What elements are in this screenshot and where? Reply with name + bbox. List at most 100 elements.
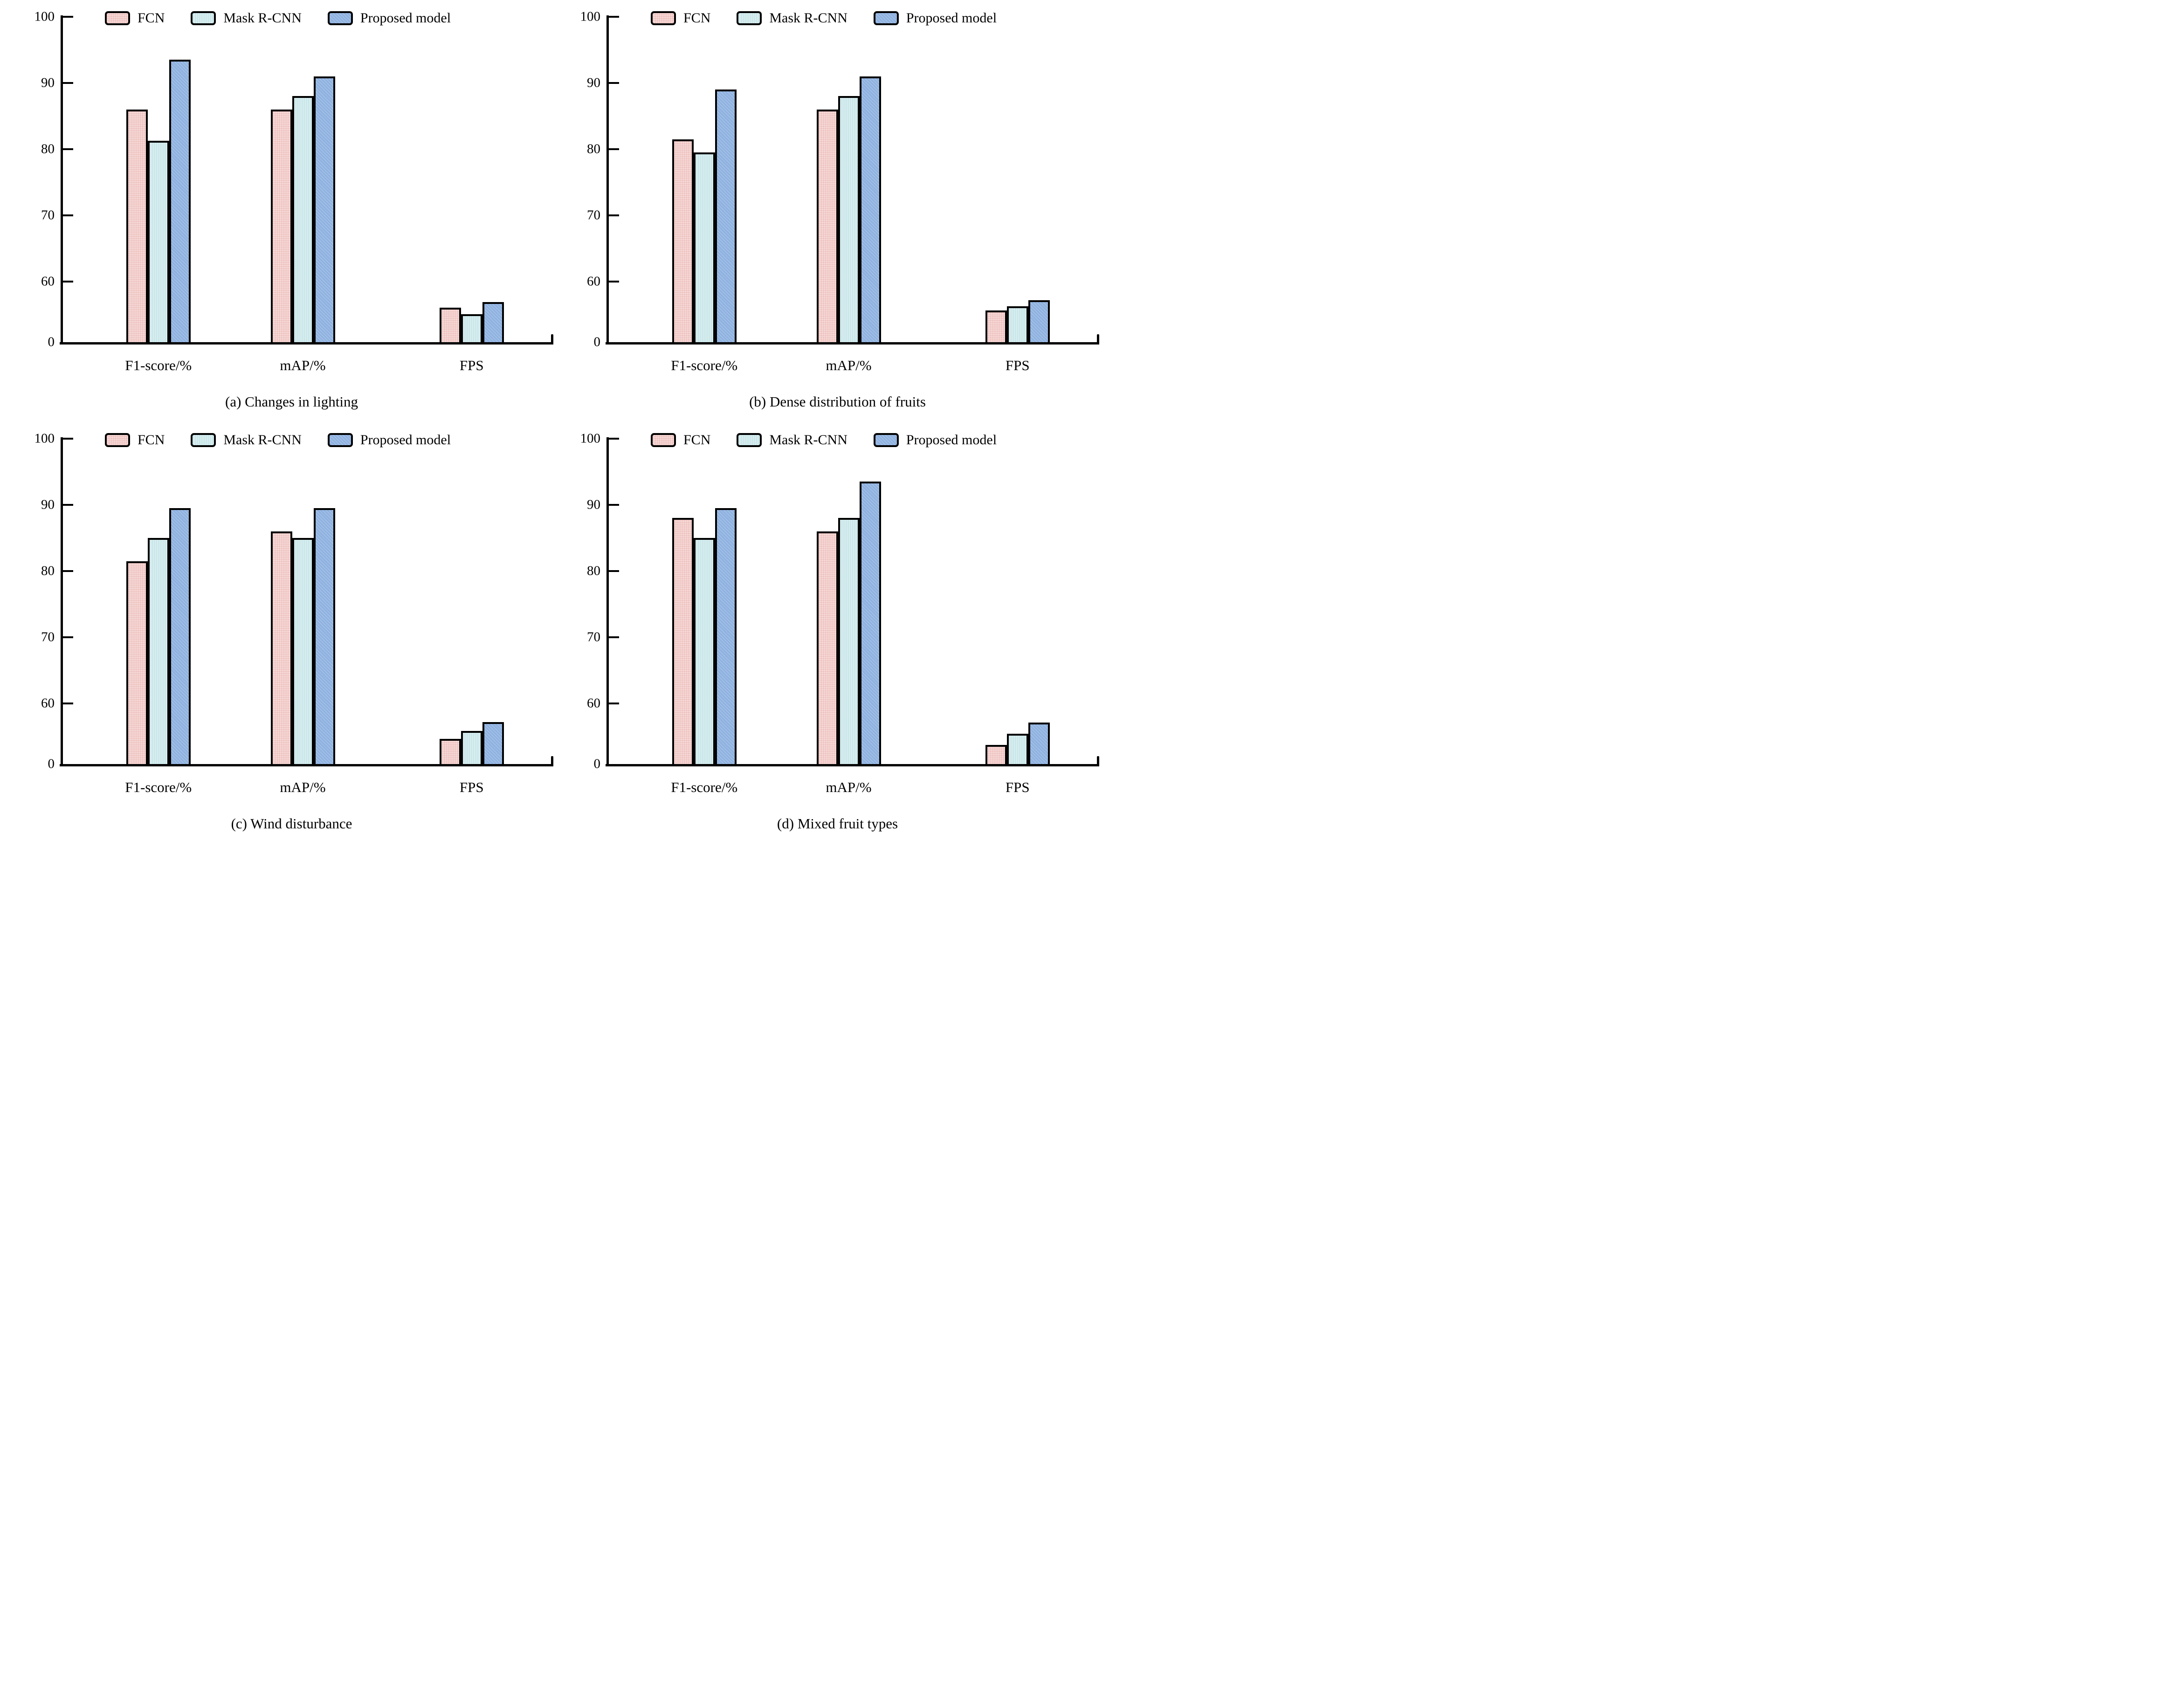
chart-panel-b: FCN Mask R-CNN Proposed model 0 60 70 80 90 100… bbox=[565, 7, 1110, 429]
bar-prop-f1-score bbox=[169, 508, 191, 764]
legend-item-mask: Mask R-CNN bbox=[737, 10, 847, 26]
bar-fcn-map bbox=[816, 109, 838, 342]
legend-swatch-icon bbox=[651, 433, 676, 447]
legend: FCN Mask R-CNN Proposed model bbox=[105, 10, 451, 26]
legend-swatch-icon bbox=[191, 11, 216, 25]
y-axis-tick bbox=[63, 148, 73, 150]
bar-fcn-map bbox=[270, 109, 292, 342]
x-axis-line bbox=[606, 342, 1099, 344]
y-tick-label: 0 bbox=[48, 334, 55, 350]
legend-swatch-icon bbox=[737, 433, 762, 447]
panel-caption: (d) Mixed fruit types bbox=[777, 815, 898, 832]
legend-label: Mask R-CNN bbox=[223, 432, 302, 448]
bar-mask-fps bbox=[461, 730, 482, 764]
x-axis-end-tick bbox=[551, 334, 553, 343]
plot-area: 0 60 70 80 90 100 F1-score/% mAP/% FPS bbox=[34, 10, 553, 373]
legend: FCN Mask R-CNN Proposed model bbox=[105, 432, 451, 448]
y-axis-tick bbox=[63, 703, 73, 704]
y-axis-tick bbox=[63, 504, 73, 506]
bar-chart-figure: FCN Mask R-CNN Proposed model 0 60 70 80 90 100… bbox=[0, 0, 1099, 844]
legend-swatch-icon bbox=[651, 11, 676, 25]
legend-item-mask: Mask R-CNN bbox=[191, 10, 302, 26]
y-tick-label: 80 bbox=[587, 563, 600, 579]
legend: FCN Mask R-CNN Proposed model bbox=[651, 432, 997, 448]
x-category-label: mAP/% bbox=[280, 357, 326, 373]
x-category-label: mAP/% bbox=[280, 779, 326, 795]
legend-swatch-icon bbox=[327, 11, 353, 25]
bar-mask-map bbox=[838, 518, 860, 764]
x-category-label: FPS bbox=[459, 357, 484, 373]
y-axis-tick bbox=[609, 438, 619, 440]
legend-item-mask: Mask R-CNN bbox=[191, 432, 302, 448]
legend-item-prop: Proposed model bbox=[327, 10, 451, 26]
y-axis-tick bbox=[63, 82, 73, 84]
bar-prop-f1-score bbox=[715, 90, 737, 342]
x-category-label: mAP/% bbox=[826, 357, 872, 373]
bar-fcn-fps bbox=[439, 308, 461, 342]
bar-mask-f1-score bbox=[693, 538, 715, 764]
y-tick-label: 60 bbox=[587, 274, 600, 289]
legend-label: FCN bbox=[138, 432, 165, 448]
bar-fcn-fps bbox=[985, 744, 1007, 764]
y-axis-tick bbox=[609, 703, 619, 704]
y-tick-label: 60 bbox=[41, 274, 55, 289]
x-category-label: F1-score/% bbox=[671, 779, 738, 795]
y-tick-label: 60 bbox=[41, 696, 55, 711]
bar-mask-f1-score bbox=[147, 140, 169, 342]
legend-swatch-icon bbox=[191, 433, 216, 447]
y-tick-label: 100 bbox=[34, 9, 55, 24]
legend-swatch-icon bbox=[105, 433, 130, 447]
y-tick-label: 90 bbox=[587, 497, 600, 512]
y-tick-label: 70 bbox=[41, 629, 55, 645]
legend-swatch-icon bbox=[327, 433, 353, 447]
bar-prop-f1-score bbox=[169, 60, 191, 342]
y-axis-tick bbox=[63, 438, 73, 440]
bar-mask-fps bbox=[1006, 306, 1028, 342]
legend-label: Mask R-CNN bbox=[223, 10, 302, 26]
y-tick-label: 80 bbox=[41, 563, 55, 579]
y-tick-label: 80 bbox=[41, 141, 55, 157]
y-axis-line bbox=[61, 15, 63, 344]
x-category-label: mAP/% bbox=[826, 779, 872, 795]
bar-fcn-fps bbox=[985, 310, 1007, 342]
bar-fcn-fps bbox=[439, 738, 461, 764]
plot-area: 0 60 70 80 90 100 F1-score/% mAP/% FPS bbox=[34, 432, 553, 795]
x-category-label: F1-score/% bbox=[671, 357, 738, 373]
bar-prop-map bbox=[859, 76, 881, 342]
bar-prop-map bbox=[313, 76, 335, 342]
panel-caption: (c) Wind disturbance bbox=[231, 815, 352, 832]
y-axis-tick bbox=[63, 570, 73, 572]
bar-mask-fps bbox=[461, 314, 482, 342]
y-tick-label: 0 bbox=[593, 756, 601, 772]
panel-caption: (a) Changes in lighting bbox=[225, 393, 358, 410]
x-category-label: F1-score/% bbox=[125, 779, 192, 795]
x-category-label: FPS bbox=[1005, 779, 1030, 795]
bar-mask-map bbox=[292, 96, 314, 342]
y-axis-tick bbox=[609, 82, 619, 84]
y-axis-tick bbox=[609, 504, 619, 506]
y-tick-label: 0 bbox=[593, 334, 601, 350]
y-axis-tick bbox=[609, 570, 619, 572]
x-axis-line bbox=[60, 764, 553, 766]
bar-prop-fps bbox=[1028, 723, 1050, 764]
y-tick-label: 100 bbox=[580, 9, 601, 24]
legend-label: Mask R-CNN bbox=[769, 10, 847, 26]
y-tick-label: 0 bbox=[48, 756, 55, 772]
y-axis-line bbox=[606, 437, 609, 766]
y-axis-tick bbox=[609, 214, 619, 216]
bar-fcn-f1-score bbox=[126, 109, 148, 342]
bar-prop-fps bbox=[482, 302, 504, 342]
x-axis-end-tick bbox=[1097, 334, 1099, 343]
legend-item-mask: Mask R-CNN bbox=[737, 432, 847, 448]
y-axis-tick bbox=[609, 281, 619, 282]
y-axis-line bbox=[606, 15, 609, 344]
legend: FCN Mask R-CNN Proposed model bbox=[651, 10, 997, 26]
y-axis-tick bbox=[609, 636, 619, 638]
y-axis-tick bbox=[609, 148, 619, 150]
y-tick-label: 90 bbox=[587, 75, 600, 90]
bar-mask-fps bbox=[1006, 734, 1028, 764]
legend-label: FCN bbox=[138, 10, 165, 26]
bar-mask-f1-score bbox=[693, 152, 715, 342]
y-axis-tick bbox=[63, 214, 73, 216]
legend-swatch-icon bbox=[873, 433, 899, 447]
